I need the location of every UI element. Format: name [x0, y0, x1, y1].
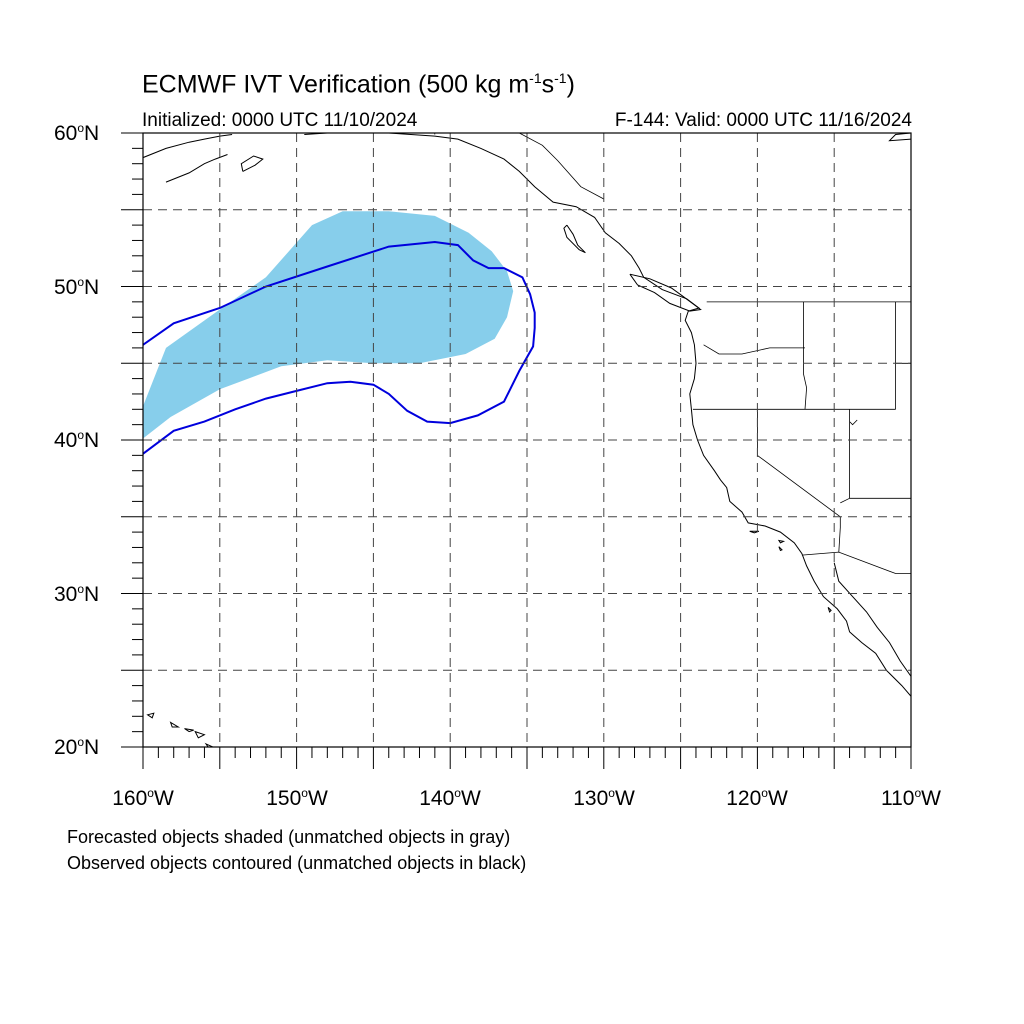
border-line — [803, 301, 808, 410]
coastlines — [143, 133, 911, 747]
island-outline — [194, 730, 206, 739]
island-outline — [184, 728, 194, 733]
lat-lon-grid — [143, 133, 911, 747]
plot-frame — [142, 132, 912, 748]
map-title: ECMWF IVT Verification (500 kg m-1s-1) — [142, 70, 575, 99]
island-outline — [827, 606, 832, 613]
border-line — [895, 301, 911, 364]
lon-label-130w: 130oW — [573, 786, 635, 810]
border-line — [703, 344, 805, 355]
island-outline — [778, 546, 783, 552]
island-outline — [204, 742, 215, 747]
lat-label-30n: 30oN — [54, 582, 100, 606]
initialized-time: Initialized: 0000 UTC 11/10/2024 — [142, 110, 418, 131]
border-line — [801, 551, 911, 574]
lat-label-60n: 60oN — [54, 121, 100, 145]
coastline-segment — [240, 155, 264, 172]
border-line — [840, 409, 850, 504]
note-observed-contoured: Observed objects contoured (unmatched ob… — [67, 853, 527, 873]
axis-ticks — [121, 132, 912, 769]
coastline-segment — [888, 133, 911, 142]
border-line — [849, 419, 858, 426]
border-line — [757, 409, 841, 553]
island-outline — [777, 539, 786, 544]
coastline-segment — [629, 273, 702, 312]
lon-label-120w: 120oW — [726, 786, 788, 810]
border-line — [519, 133, 604, 200]
coastline-segment — [833, 562, 911, 677]
observed-ivt-contour — [143, 240, 536, 455]
coastline-segment — [304, 133, 374, 135]
lon-label-110w: 110oW — [881, 786, 941, 810]
lon-label-140w: 140oW — [419, 786, 481, 810]
coastline-segment — [165, 154, 228, 183]
island-outline — [749, 530, 760, 534]
valid-time: F-144: Valid: 0000 UTC 11/16/2024 — [614, 110, 912, 131]
island-outline — [146, 712, 155, 719]
lat-label-40n: 40oN — [54, 428, 100, 452]
forecast-ivt-object — [143, 211, 514, 439]
coastline-segment — [143, 134, 233, 159]
lon-label-150w: 150oW — [266, 786, 328, 810]
lon-label-160w: 160oW — [112, 786, 174, 810]
coastline-segment — [563, 224, 586, 254]
island-outline — [169, 721, 181, 728]
coastline-segment — [388, 133, 911, 697]
lat-label-50n: 50oN — [54, 275, 100, 299]
note-forecast-shaded: Forecasted objects shaded (unmatched obj… — [67, 827, 511, 847]
lat-label-20n: 20oN — [54, 735, 100, 759]
political-borders — [434, 133, 911, 574]
